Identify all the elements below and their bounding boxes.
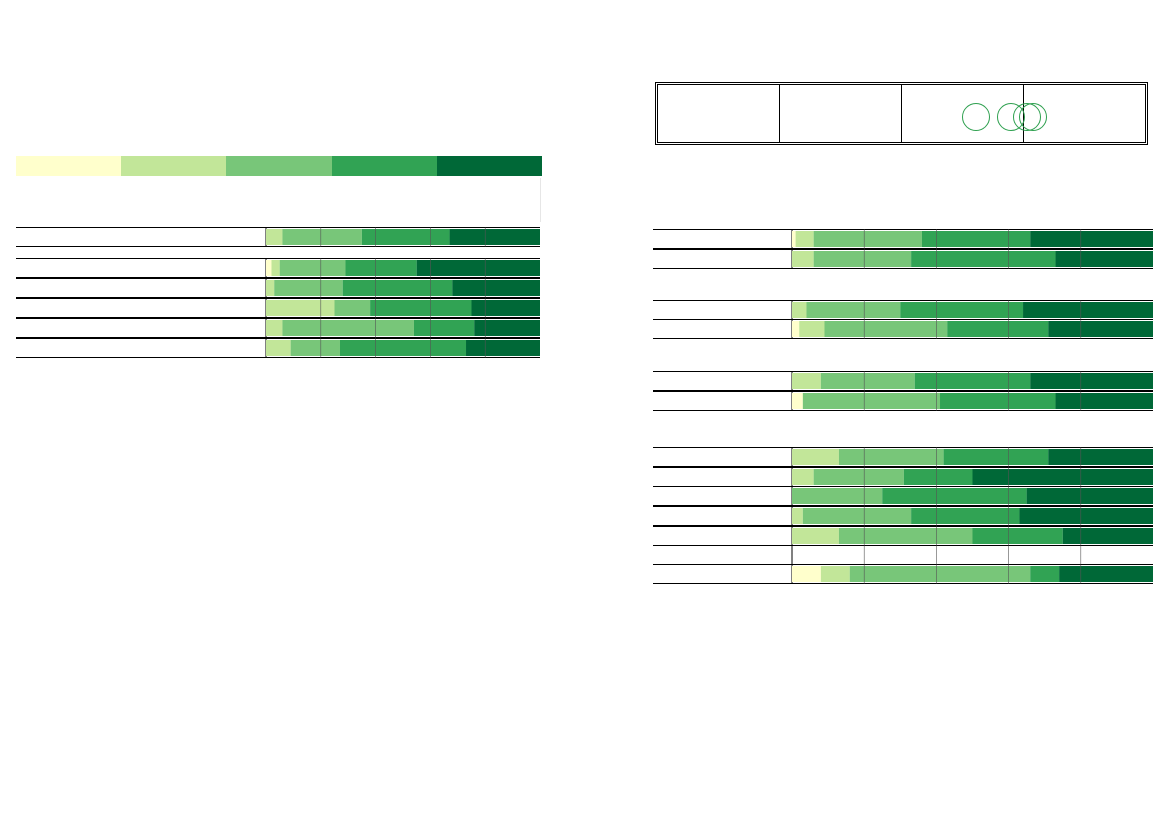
- bar-segment: [792, 393, 803, 409]
- bar-segment: [334, 300, 371, 316]
- bar-segment: [271, 260, 280, 276]
- bar-segment: [339, 340, 467, 356]
- bar-segment: [413, 320, 475, 336]
- header-cell-2: [780, 85, 902, 142]
- bar-segment: [972, 528, 1063, 544]
- bar-segment: [266, 229, 283, 245]
- bar-segment: [820, 566, 850, 582]
- bar-segment: [1062, 528, 1153, 544]
- bar-segment: [342, 280, 453, 296]
- bar-segment: [792, 231, 796, 247]
- bar-segment: [972, 469, 1153, 485]
- bar-segment: [802, 393, 941, 409]
- bar-segment: [795, 231, 814, 247]
- bar-segment: [792, 449, 839, 465]
- bar-segment: [921, 231, 1031, 247]
- bar-segment: [947, 321, 1049, 337]
- bar-segment: [1048, 321, 1153, 337]
- header-table: [655, 82, 1148, 145]
- bar-segment: [471, 300, 540, 316]
- bar-segment: [911, 508, 1020, 524]
- bar-segment: [911, 251, 1056, 267]
- header-cell-3: [902, 85, 1047, 142]
- bar-segment: [792, 373, 821, 389]
- bar-segment: [474, 320, 540, 336]
- bar-segment: [1048, 449, 1153, 465]
- bar-segment: [813, 231, 922, 247]
- bar-segment: [792, 251, 814, 267]
- bar-segment: [279, 260, 346, 276]
- bar-segment: [266, 280, 275, 296]
- bar-segment: [813, 251, 912, 267]
- legend-swatch-2: [121, 156, 227, 176]
- bar-segment: [792, 302, 807, 318]
- bar-segment: [849, 566, 1031, 582]
- ring-4-icon: [1019, 103, 1047, 131]
- bar-segment: [370, 300, 472, 316]
- bar-segment: [792, 321, 800, 337]
- bar-segment: [940, 393, 1056, 409]
- bar-segment: [345, 260, 417, 276]
- bar-segment: [792, 528, 839, 544]
- bar-segment: [882, 488, 1027, 504]
- bar-segment: [914, 373, 1031, 389]
- bar-segment: [903, 469, 973, 485]
- bar-segment: [266, 340, 291, 356]
- ring-1-icon: [962, 103, 990, 131]
- bar-segment: [1030, 373, 1153, 389]
- bar-segment: [806, 302, 901, 318]
- bar-segment: [838, 528, 973, 544]
- bar-segment: [266, 300, 335, 316]
- header-cell-1: [658, 85, 780, 142]
- bar-segment: [792, 469, 814, 485]
- bar-segment: [1023, 302, 1153, 318]
- bar-segment: [282, 229, 362, 245]
- bar-segment: [1030, 566, 1060, 582]
- bar-segment: [799, 321, 825, 337]
- legend-swatch-1: [16, 156, 122, 176]
- bar-segment: [824, 321, 948, 337]
- bar-segment: [466, 340, 540, 356]
- bar-segment: [1055, 393, 1153, 409]
- bar-segment: [1026, 488, 1153, 504]
- bar-segment: [290, 340, 340, 356]
- bar-segment: [449, 229, 540, 245]
- bar-segment: [792, 488, 883, 504]
- bar-segment: [820, 373, 915, 389]
- bar-segment: [452, 280, 540, 296]
- bar-segment: [943, 449, 1049, 465]
- legend-swatch-4: [331, 156, 437, 176]
- bar-segment: [266, 320, 283, 336]
- bar-segment: [1055, 251, 1153, 267]
- legend-divider: [540, 178, 541, 222]
- bar-segment: [361, 229, 450, 245]
- bar-segment: [1030, 231, 1153, 247]
- bar-segment: [1019, 508, 1153, 524]
- bar-segment: [838, 449, 944, 465]
- bar-segment: [274, 280, 343, 296]
- bar-segment: [266, 260, 272, 276]
- bar-segment: [1059, 566, 1153, 582]
- bar-segment: [813, 469, 904, 485]
- bar-segment: [802, 508, 912, 524]
- bar-segment: [900, 302, 1024, 318]
- bar-segment: [282, 320, 414, 336]
- bar-segment: [792, 508, 803, 524]
- legend-swatch-3: [226, 156, 332, 176]
- legend-swatch-5: [436, 156, 543, 176]
- bar-segment: [792, 566, 821, 582]
- color-scale-legend: [16, 156, 543, 176]
- bar-segment: [416, 260, 540, 276]
